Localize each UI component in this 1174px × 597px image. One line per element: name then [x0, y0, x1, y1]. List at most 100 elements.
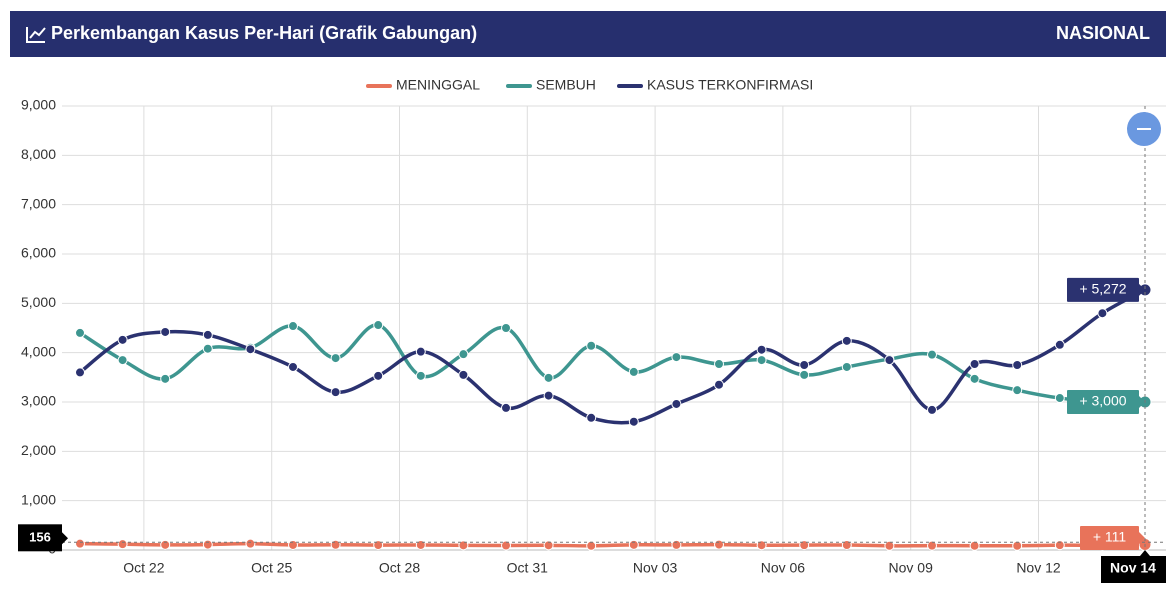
y-tick-label: 7,000 — [21, 195, 56, 211]
point — [458, 540, 469, 551]
point — [884, 540, 895, 551]
point — [458, 349, 469, 360]
point — [969, 540, 980, 551]
x-crosshair-arrow — [1140, 550, 1150, 556]
point — [288, 321, 298, 332]
point — [799, 360, 810, 370]
point — [202, 539, 213, 550]
point — [75, 327, 85, 338]
point — [1054, 339, 1065, 350]
point — [330, 539, 341, 550]
point — [927, 349, 937, 360]
point — [501, 402, 511, 413]
point — [117, 334, 128, 345]
value-label: + 111 — [1093, 529, 1127, 545]
point — [841, 335, 852, 346]
point — [671, 352, 682, 363]
point — [160, 373, 171, 384]
point — [543, 372, 554, 383]
point — [927, 404, 937, 415]
header-bar — [10, 11, 1166, 57]
point — [330, 387, 341, 398]
legend-label: MENINGGAL — [396, 77, 480, 93]
point — [245, 344, 256, 355]
point — [160, 326, 171, 337]
series-line — [79, 541, 1146, 548]
series-line — [79, 323, 1146, 405]
point — [1012, 540, 1023, 551]
point — [373, 540, 384, 551]
chart-title: Perkembangan Kasus Per-Hari (Grafik Gabu… — [51, 23, 477, 43]
point — [671, 539, 682, 550]
y-tick-label: 3,000 — [21, 393, 56, 409]
x-tick-label: Nov 12 — [1016, 560, 1061, 576]
y-tick-label: 1,000 — [21, 491, 56, 507]
point — [756, 355, 767, 366]
point — [1012, 360, 1023, 370]
legend-label: KASUS TERKONFIRMASI — [647, 77, 813, 93]
value-label-box — [1067, 390, 1139, 414]
x-tick-label: Nov 14 — [1110, 560, 1156, 576]
point — [415, 370, 426, 381]
point — [756, 344, 767, 355]
point — [1012, 385, 1023, 396]
legend-label: SEMBUH — [536, 77, 596, 93]
point — [841, 361, 852, 372]
point — [288, 361, 298, 372]
point — [969, 373, 980, 384]
x-tick-label: Oct 28 — [379, 560, 420, 576]
point — [501, 323, 511, 333]
x-tick-label: Nov 06 — [761, 560, 806, 576]
point — [202, 329, 213, 340]
point — [202, 343, 213, 354]
y-tick-label: 8,000 — [21, 146, 56, 162]
point — [884, 355, 895, 366]
point — [501, 540, 511, 551]
point — [927, 540, 937, 551]
value-label-arrow — [1139, 283, 1145, 296]
point — [586, 412, 597, 423]
point — [543, 540, 554, 551]
point — [1054, 540, 1065, 551]
point — [586, 540, 597, 551]
x-crosshair-label-box — [1101, 556, 1166, 583]
point — [628, 366, 639, 377]
point — [628, 416, 639, 427]
series-line — [78, 288, 1146, 425]
point — [714, 379, 724, 390]
x-tick-label: Nov 09 — [889, 560, 934, 576]
point — [458, 369, 469, 380]
point — [1054, 393, 1065, 404]
y-tick-label: 4,000 — [21, 343, 56, 359]
point — [671, 398, 682, 409]
x-tick-label: Oct 22 — [123, 560, 164, 576]
chart-icon — [26, 27, 46, 43]
value-label-box — [1067, 277, 1139, 302]
point — [799, 369, 810, 380]
point — [373, 320, 384, 331]
crosshair-label-box — [18, 524, 62, 552]
point — [373, 370, 384, 381]
point — [714, 359, 724, 370]
y-tick-label: 6,000 — [21, 245, 56, 261]
x-tick-label: Oct 25 — [251, 560, 292, 576]
point — [714, 539, 724, 550]
x-tick-label: Nov 03 — [633, 560, 678, 576]
value-label: + 5,272 — [1079, 281, 1126, 297]
point — [1097, 308, 1108, 319]
point — [969, 359, 980, 370]
point — [117, 355, 128, 366]
region-label: NASIONAL — [1056, 23, 1150, 43]
point — [160, 539, 171, 550]
point — [245, 538, 256, 549]
point — [756, 540, 767, 551]
point — [75, 367, 85, 378]
point — [415, 346, 426, 357]
y-tick-label: 5,000 — [21, 294, 56, 310]
x-tick-label: Oct 31 — [507, 560, 548, 576]
point — [586, 340, 597, 351]
crosshair-arrow — [62, 532, 68, 545]
point — [543, 390, 554, 401]
